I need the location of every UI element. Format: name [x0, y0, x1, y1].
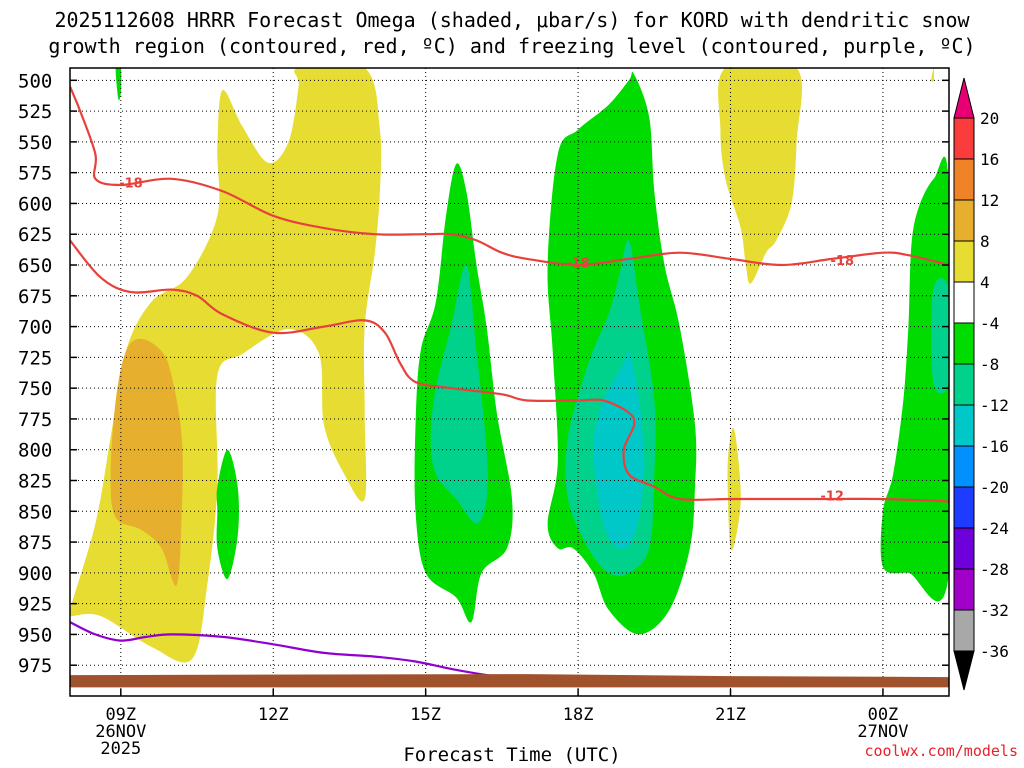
colorbar-bin — [953, 240, 975, 283]
colorbar-tick-label: 16 — [980, 150, 999, 169]
grid-lines — [70, 68, 949, 696]
x-tick-date: 27NOV — [857, 722, 908, 742]
colorbar-tick-label: -8 — [980, 355, 999, 374]
x-tick-year: 2025 — [100, 739, 141, 759]
colorbar-tick-label: -4 — [980, 314, 999, 333]
dgz-contour-line — [70, 239, 949, 503]
colorbar-bin — [953, 158, 975, 201]
x-tick-label: 00Z — [868, 705, 899, 725]
y-tick-label: 950 — [18, 624, 52, 646]
colorbar-tick-label: -12 — [980, 396, 1009, 415]
y-tick-label: 525 — [18, 101, 52, 123]
y-tick-label: 625 — [18, 224, 52, 246]
y-tick-label: 650 — [18, 255, 52, 277]
colorbar-tick-label: -16 — [980, 437, 1009, 456]
y-tick-label: 800 — [18, 440, 52, 462]
colorbar-bin — [953, 322, 975, 365]
omega-region — [110, 338, 183, 586]
y-tick-label: 725 — [18, 347, 52, 369]
colorbar: -36 -32 -28 -24 -20 -16 -12 -8 -4 4 8 12 16 20 — [953, 77, 1009, 691]
colorbar-bin — [953, 117, 975, 160]
y-tick-label: 975 — [18, 655, 52, 677]
colorbar-bin — [953, 568, 975, 611]
colorbar-bin — [953, 199, 975, 242]
omega-region — [880, 156, 949, 602]
y-tick-label: 700 — [18, 317, 52, 339]
colorbar-tick-label: 4 — [980, 273, 990, 292]
x-tick-label: 12Z — [258, 705, 289, 725]
colorbar-tick-label: 12 — [980, 191, 999, 210]
omega-region — [593, 349, 645, 549]
omega-region — [931, 68, 935, 82]
colorbar-bin — [953, 527, 975, 570]
y-tick-label: 875 — [18, 532, 52, 554]
omega-region — [718, 68, 803, 284]
y-tick-label: 600 — [18, 193, 52, 215]
colorbar-tick-label: 8 — [980, 232, 990, 251]
dgz-contour-label: -18 — [119, 177, 143, 192]
colorbar-tick-label: -28 — [980, 560, 1009, 579]
y-tick-label: 575 — [18, 163, 52, 185]
x-tick-label: 18Z — [563, 705, 594, 725]
terrain-band — [70, 674, 949, 688]
y-tick-label: 900 — [18, 563, 52, 585]
colorbar-bin — [953, 363, 975, 406]
y-tick-label: 500 — [18, 70, 52, 92]
dgz-contour-line — [70, 86, 949, 267]
dgz-contour-label: -12 — [820, 489, 844, 504]
contour-lines: -18 -18 -18 -12 — [70, 86, 949, 679]
freezing-level-contour-line — [70, 621, 508, 679]
colorbar-tick-label: -36 — [980, 642, 1009, 661]
colorbar-bin — [953, 445, 975, 488]
colorbar-tick-label: -20 — [980, 478, 1009, 497]
credit-link[interactable]: coolwx.com/models — [864, 742, 1018, 760]
y-tick-label: 550 — [18, 132, 52, 154]
x-tick-label: 15Z — [410, 705, 441, 725]
y-tick-label: 750 — [18, 378, 52, 400]
y-tick-label: 825 — [18, 471, 52, 493]
colorbar-bin — [953, 486, 975, 529]
colorbar-tick-label: -32 — [980, 601, 1009, 620]
x-tick-date: 26NOV — [95, 722, 146, 742]
x-axis-label: Forecast Time (UTC) — [403, 744, 621, 766]
colorbar-bin — [953, 281, 975, 324]
y-tick-label: 850 — [18, 501, 52, 523]
omega-region — [430, 264, 488, 524]
y-tick-label: 775 — [18, 409, 52, 431]
dgz-contour-label: -18 — [566, 257, 590, 272]
x-tick-label: 21Z — [715, 705, 746, 725]
plot-frame — [69, 67, 950, 697]
omega-regions — [70, 68, 949, 663]
colorbar-above-triangle — [953, 77, 975, 119]
omega-region — [727, 427, 741, 551]
chart-title-line1: 2025112608 HRRR Forecast Omega (shaded, … — [54, 8, 970, 32]
omega-region — [931, 278, 949, 394]
colorbar-tick-label: -24 — [980, 519, 1009, 538]
dgz-contour-label: -18 — [831, 254, 855, 269]
y-tick-label: 675 — [18, 286, 52, 308]
chart-title-line2: growth region (contoured, red, ºC) and f… — [48, 34, 976, 58]
colorbar-tick-label: 20 — [980, 109, 999, 128]
terrain-fill — [70, 674, 949, 688]
y-tick-label: 925 — [18, 594, 52, 616]
colorbar-below-triangle — [953, 650, 975, 691]
omega-region — [216, 449, 239, 580]
axes: 500 525 550 575 600 625 650 675 700 725 750 775 800 8… — [18, 67, 950, 759]
colorbar-bin — [953, 404, 975, 447]
colorbar-bin — [953, 609, 975, 652]
omega-region — [115, 68, 122, 101]
x-tick-label: 09Z — [105, 705, 136, 725]
